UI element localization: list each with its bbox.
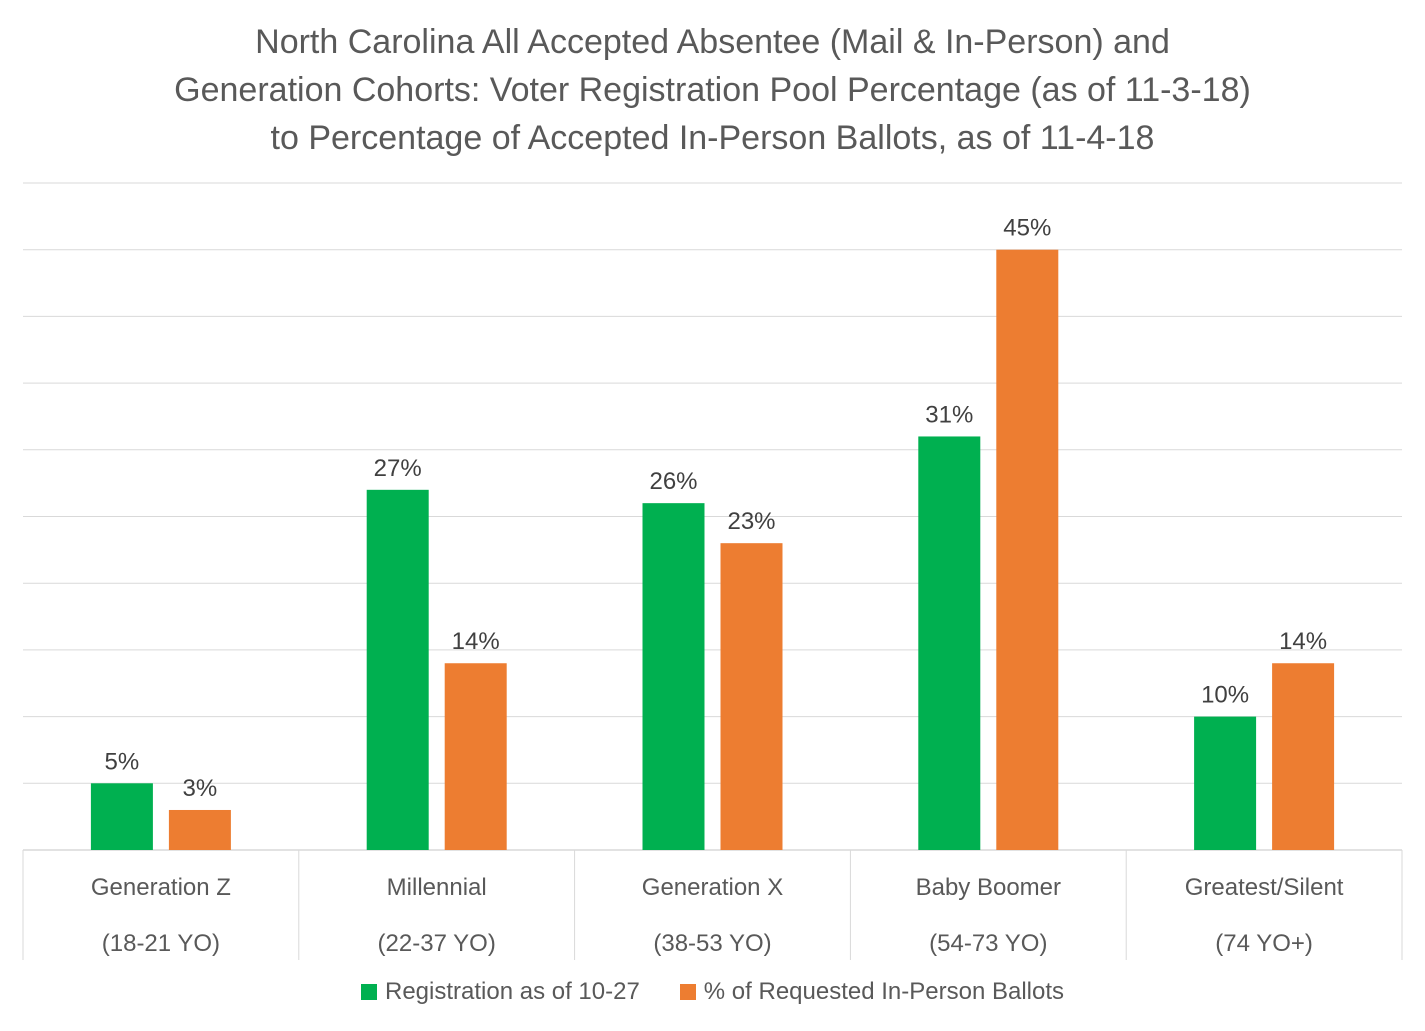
data-label: 14% [452,628,500,655]
category-range-label: (54-73 YO) [929,930,1047,957]
category-range-label: (18-21 YO) [102,930,220,957]
bar-registration [90,783,153,850]
data-label: 26% [649,468,697,495]
category-range-label: (22-37 YO) [378,930,496,957]
bar-in-person [996,249,1059,850]
bar-registration [1194,716,1257,850]
bar-registration [366,489,429,850]
data-label: 10% [1201,682,1249,709]
category-label: Baby Boomer [916,874,1061,901]
data-label: 23% [727,508,775,535]
chart-title: North Carolina All Accepted Absentee (Ma… [0,18,1425,162]
bar-in-person [444,663,507,850]
data-label: 5% [105,748,140,775]
legend: Registration as of 10-27 % of Requested … [0,978,1425,1006]
chart-title-line: Generation Cohorts: Voter Registration P… [174,71,1251,109]
category-label: Generation X [642,874,783,901]
data-label: 14% [1279,628,1327,655]
bar-in-person [720,543,783,850]
legend-swatch-orange [679,984,696,1000]
chart-title-line: North Carolina All Accepted Absentee (Ma… [255,23,1170,61]
legend-item-registration: Registration as of 10-27 [360,978,640,1006]
legend-label: % of Requested In-Person Ballots [703,978,1064,1005]
category-range-label: (38-53 YO) [653,930,771,957]
bar-registration [918,436,981,850]
data-label: 27% [374,455,422,482]
legend-label: Registration as of 10-27 [384,978,640,1005]
data-label: 3% [183,775,218,802]
bar-in-person [168,809,231,850]
category-label: Greatest/Silent [1185,874,1344,901]
chart-title-line: to Percentage of Accepted In-Person Ball… [270,119,1155,157]
data-label: 45% [1003,215,1051,242]
bar-registration [642,503,705,850]
legend-item-in-person-ballots: % of Requested In-Person Ballots [679,978,1064,1006]
category-label: Millennial [387,874,487,901]
bar-in-person [1272,663,1335,850]
data-label: 31% [925,401,973,428]
legend-swatch-green [360,984,377,1000]
category-label: Generation Z [91,874,231,901]
category-range-label: (74 YO+) [1215,930,1313,957]
